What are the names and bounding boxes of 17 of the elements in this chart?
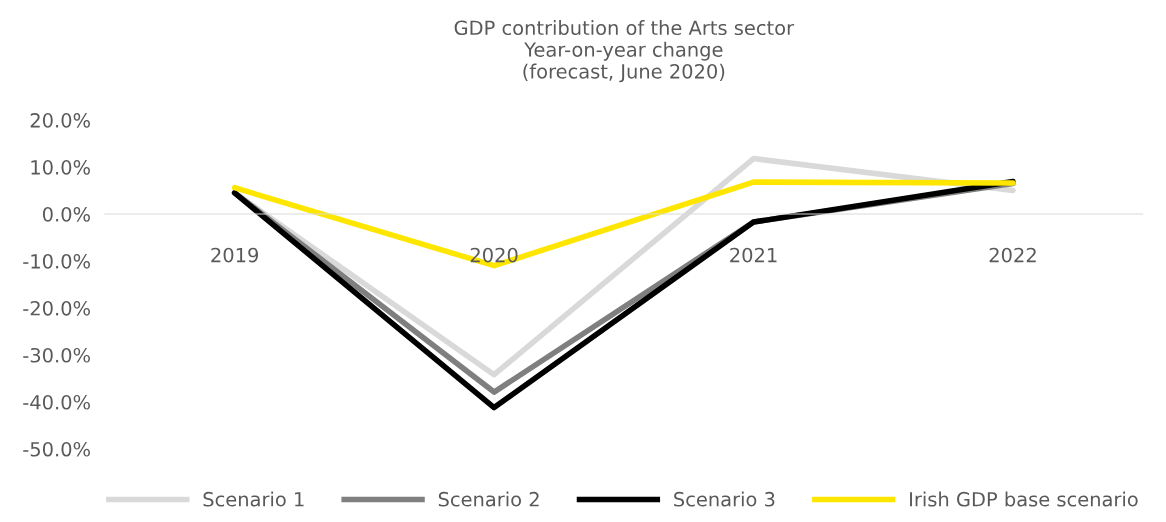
y-tick-label: 0.0% xyxy=(42,206,90,222)
legend-label: Scenario 2 xyxy=(438,491,539,507)
legend-label: Scenario 3 xyxy=(674,491,775,507)
chart-title: GDP contribution of the Arts sector Year-on-year change (forecast, June 2020) xyxy=(454,20,795,83)
y-tick-label: -30.0% xyxy=(23,347,90,363)
x-tick-label: 2021 xyxy=(730,247,777,263)
x-tick-label: 2022 xyxy=(989,247,1036,263)
y-tick-label: 20.0% xyxy=(30,113,90,128)
y-tick-label: -50.0% xyxy=(23,441,90,457)
y-tick-label: -40.0% xyxy=(23,394,90,410)
x-tick-label: 2020 xyxy=(470,247,518,263)
legend-label: Irish GDP base scenario xyxy=(910,491,1138,507)
legend-label: Scenario 1 xyxy=(203,491,304,507)
y-tick-label: -20.0% xyxy=(23,300,90,316)
y-tick-label: -10.0% xyxy=(23,253,90,269)
x-tick-label: 2019 xyxy=(211,247,259,263)
y-tick-label: 10.0% xyxy=(31,160,90,175)
